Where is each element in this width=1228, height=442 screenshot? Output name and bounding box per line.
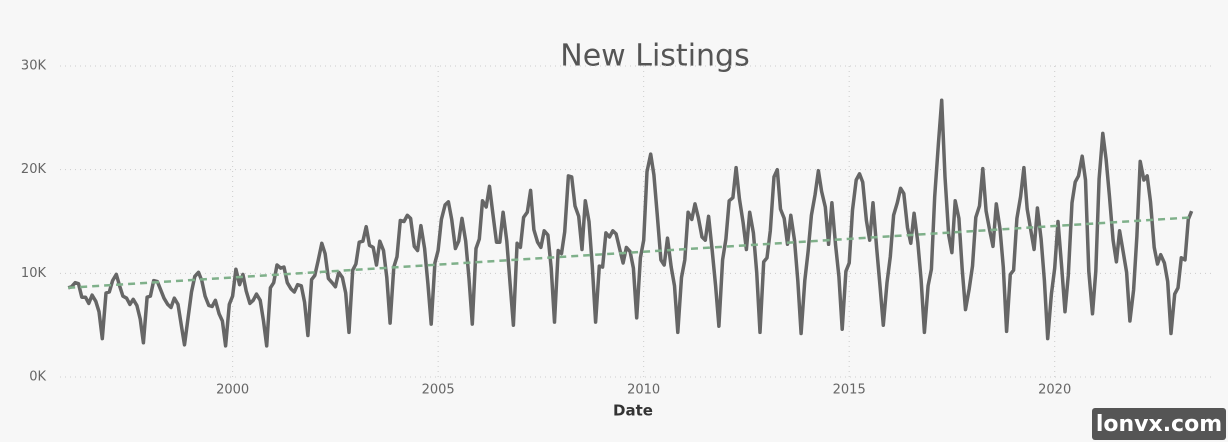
x-tick-label: 2005: [422, 383, 455, 398]
x-tick-label: 2020: [1038, 383, 1071, 398]
trend-line: [68, 216, 1192, 290]
y-tick-label: 20K: [21, 162, 47, 177]
y-tick-label: 0K: [29, 370, 46, 385]
x-axis-label: Date: [613, 402, 653, 420]
y-tick-label: 30K: [21, 59, 47, 74]
watermark: lonvx.com: [1096, 412, 1222, 437]
chart-title: New Listings: [560, 39, 749, 74]
line: [67, 98, 1194, 348]
x-tick-label: 2000: [216, 383, 249, 398]
y-tick-label: 10K: [21, 266, 47, 281]
x-tick-label: 2010: [627, 383, 660, 398]
watermark-box: [1092, 408, 1226, 440]
x-tick-label: 2015: [833, 383, 866, 398]
